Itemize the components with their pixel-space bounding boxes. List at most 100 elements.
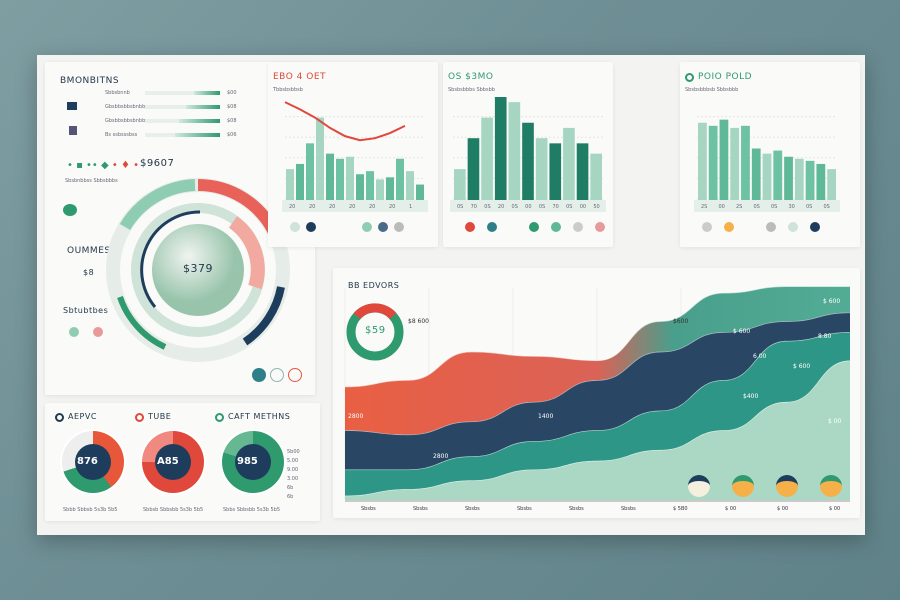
gauge-chart <box>62 431 124 493</box>
bar <box>396 158 404 200</box>
legend-marker[interactable] <box>362 222 372 232</box>
bar <box>576 143 589 200</box>
x-tick: 30 <box>788 204 795 210</box>
progress-fill <box>178 119 220 123</box>
bar <box>286 169 294 200</box>
toggle-mint[interactable] <box>270 368 284 382</box>
legend-marker[interactable] <box>573 222 583 232</box>
bar <box>708 125 718 200</box>
x-tick: 1 <box>409 204 413 210</box>
stream-layer <box>345 312 850 470</box>
legend-marker[interactable] <box>529 222 539 232</box>
progress-value: $08 <box>227 118 237 124</box>
progress-label: Gbsbbsbbsbnbbn <box>105 118 149 124</box>
chart-subtitle: Sbsbsbbbsb Sbbsbbb <box>685 87 739 93</box>
stream-layer <box>345 286 850 435</box>
bar <box>454 169 466 200</box>
stream-line <box>344 285 850 388</box>
legend-marker[interactable] <box>724 222 734 232</box>
x-tick: 70 <box>470 204 477 210</box>
gauge-chart <box>222 431 284 493</box>
bar <box>366 171 374 200</box>
bar <box>730 127 740 200</box>
bar <box>406 171 414 200</box>
progress-label: Gbsbbsbbsbnbbn <box>105 104 149 110</box>
chart-title: POIO POLD <box>698 72 753 82</box>
x-tick: 00 <box>579 204 587 210</box>
x-tick: 20 <box>349 204 356 210</box>
stream-label: $600 <box>673 318 689 325</box>
x-tick: $ 00 <box>777 506 789 512</box>
gauge-chart <box>142 431 204 493</box>
x-tick: Sbsbs <box>569 506 584 512</box>
legend-marker[interactable] <box>465 222 475 232</box>
progress-fill <box>175 133 220 137</box>
section-title-2: Sbtubtbes <box>63 306 109 315</box>
legend-marker[interactable] <box>702 222 712 232</box>
toggle-orange[interactable] <box>288 368 302 382</box>
gauge-side-value: 3.00 <box>287 476 299 482</box>
stream-label: $ 600 <box>793 363 811 370</box>
x-tick: Sbsbs <box>621 506 636 512</box>
gauge-icon <box>135 413 144 422</box>
bar <box>296 163 304 200</box>
avatar[interactable] <box>820 475 842 497</box>
ring-segment-navy <box>242 286 285 346</box>
ring-chart <box>106 178 290 362</box>
progress-value: $08 <box>227 104 237 110</box>
scatter-icon: • ▪ •• ◆ • ♦ • <box>67 160 140 171</box>
x-tick: 00 <box>718 204 725 210</box>
bar <box>784 156 793 200</box>
legend-marker[interactable] <box>788 222 798 232</box>
progress-bar <box>145 105 220 109</box>
legend-marker[interactable] <box>766 222 776 232</box>
x-tick: 00 <box>525 204 532 210</box>
amount-caption: Sbsbnbbss Sbbsbbbs <box>65 178 118 184</box>
stream-panel: BB EDVORS $59 $8 600 $600 $ 600 2800 1400 280… <box>333 268 860 518</box>
stream-label: $ 600 <box>823 298 841 305</box>
bar <box>719 119 729 200</box>
legend-marker[interactable] <box>487 222 497 232</box>
left-title: BMONBITNS <box>60 76 120 86</box>
legend-marker[interactable] <box>810 222 820 232</box>
x-tick: 0S <box>823 204 830 210</box>
legend-marker[interactable] <box>595 222 605 232</box>
bar <box>563 127 575 200</box>
gauge-title: AEPVC <box>68 412 97 421</box>
avatar[interactable] <box>776 475 798 497</box>
bar <box>481 117 493 200</box>
bar <box>762 153 772 200</box>
legend-marker[interactable] <box>378 222 388 232</box>
chart-title-icon <box>685 73 694 82</box>
x-tick: Sbsbs <box>465 506 480 512</box>
stream-label: $ 00 <box>828 418 842 425</box>
legend-marker[interactable] <box>551 222 561 232</box>
ring-segment-mint <box>119 179 196 231</box>
x-tick: 0S <box>753 204 760 210</box>
legend-marker[interactable] <box>290 222 300 232</box>
x-tick: 0S <box>511 204 518 210</box>
bar <box>522 122 534 200</box>
progress-fill <box>186 105 220 109</box>
stream-label: 8.80 <box>818 333 832 340</box>
x-tick: 0S <box>806 204 813 210</box>
bar <box>805 160 815 200</box>
stream-label: $400 <box>743 393 759 400</box>
avatar[interactable] <box>688 475 710 497</box>
gauge-title: TUBE <box>148 412 172 421</box>
x-tick: 20 <box>329 204 336 210</box>
gauge-side-value: 5b00 <box>287 449 300 455</box>
toggle-teal[interactable] <box>252 368 266 382</box>
chart-subtitle: Tbbsbsbbsb <box>273 87 303 93</box>
x-tick: 2S <box>701 204 708 210</box>
bar <box>306 143 314 200</box>
legend-marker[interactable] <box>306 222 316 232</box>
chart-subtitle: Sbsbsbbbs Sbbsbb <box>448 87 495 93</box>
x-tick: Sbsbs <box>413 506 428 512</box>
avatar[interactable] <box>732 475 754 497</box>
ring-segment-green <box>117 295 167 350</box>
x-tick: 20 <box>289 204 296 210</box>
x-tick: $ 00 <box>725 506 737 512</box>
bar <box>376 179 384 200</box>
legend-marker[interactable] <box>394 222 404 232</box>
